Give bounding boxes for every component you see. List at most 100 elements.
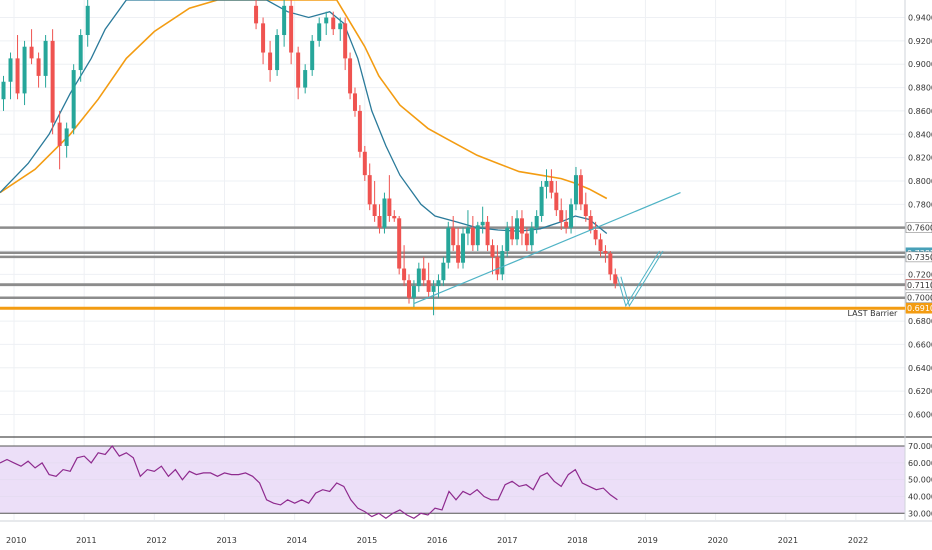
candle-body[interactable] <box>382 198 387 228</box>
candle-body[interactable] <box>441 262 446 281</box>
candle-body[interactable] <box>372 204 377 216</box>
candle-body[interactable] <box>613 274 618 284</box>
candle-body[interactable] <box>85 5 90 36</box>
candle-body[interactable] <box>78 35 83 71</box>
candle-body[interactable] <box>564 221 569 228</box>
candle-body[interactable] <box>495 256 500 275</box>
time-tick-label: 2020 <box>708 536 728 545</box>
price-tick-label: 0.64000 <box>908 364 932 373</box>
price-tick-label: 0.90000 <box>908 60 932 69</box>
candle-body[interactable] <box>569 204 574 228</box>
candle-body[interactable] <box>549 180 554 193</box>
candle-body[interactable] <box>275 35 280 71</box>
price-tick-label: 0.78000 <box>908 200 932 209</box>
candle-body[interactable] <box>296 52 301 88</box>
candle-body[interactable] <box>475 225 480 246</box>
candle-body[interactable] <box>534 216 539 228</box>
candle-body[interactable] <box>357 110 362 152</box>
candle-body[interactable] <box>539 186 544 216</box>
candle-body[interactable] <box>451 227 456 246</box>
candle-body[interactable] <box>416 268 421 287</box>
candle-body[interactable] <box>324 17 329 24</box>
time-tick-label: 2022 <box>848 536 868 545</box>
candle-body[interactable] <box>387 198 392 216</box>
candle-body[interactable] <box>331 17 336 30</box>
candle-body[interactable] <box>268 52 273 71</box>
candle-body[interactable] <box>282 5 287 36</box>
candle-body[interactable] <box>421 268 426 281</box>
candle-body[interactable] <box>485 221 490 246</box>
candle-body[interactable] <box>50 40 55 123</box>
candle-body[interactable] <box>317 23 322 41</box>
candle-body[interactable] <box>407 280 412 298</box>
candle-body[interactable] <box>1 81 6 100</box>
candle-body[interactable] <box>573 175 578 205</box>
candle-body[interactable] <box>15 58 20 94</box>
time-tick-label: 2011 <box>76 536 96 545</box>
candle-body[interactable] <box>446 227 451 263</box>
candle-body[interactable] <box>43 40 48 76</box>
candle-body[interactable] <box>29 46 34 59</box>
candle-body[interactable] <box>583 204 588 216</box>
candle-body[interactable] <box>343 23 348 59</box>
candle-body[interactable] <box>338 23 343 30</box>
candle-body[interactable] <box>367 175 372 205</box>
candle-body[interactable] <box>510 227 515 240</box>
candle-body[interactable] <box>554 192 559 211</box>
candle-body[interactable] <box>348 58 353 94</box>
price-tick-label: 0.60000 <box>908 410 932 419</box>
candle-body[interactable] <box>310 40 315 71</box>
candle-body[interactable] <box>559 210 564 222</box>
candle-body[interactable] <box>603 251 608 254</box>
candle-body[interactable] <box>303 70 308 88</box>
candle-body[interactable] <box>377 216 382 228</box>
candle-body[interactable] <box>261 23 266 53</box>
candle-body[interactable] <box>411 286 416 298</box>
candle-body[interactable] <box>289 5 294 53</box>
candle-body[interactable] <box>490 245 495 257</box>
candle-body[interactable] <box>461 233 466 263</box>
candle-body[interactable] <box>608 253 613 275</box>
candle-body[interactable] <box>71 70 76 129</box>
level-badge-label: 0.76000 <box>907 224 932 233</box>
candle-body[interactable] <box>529 227 534 246</box>
price-tick-label: 0.92000 <box>908 37 932 46</box>
candle-body[interactable] <box>524 233 529 246</box>
level-badge <box>905 302 932 314</box>
candle-body[interactable] <box>515 218 520 240</box>
candle-body[interactable] <box>505 227 510 252</box>
candle-body[interactable] <box>588 216 593 231</box>
rsi-tick-label: 50.0000 <box>908 476 932 485</box>
candle-body[interactable] <box>64 128 69 146</box>
candle-body[interactable] <box>519 218 524 234</box>
candle-body[interactable] <box>57 122 62 146</box>
candle-body[interactable] <box>480 221 485 226</box>
candle-body[interactable] <box>593 230 598 240</box>
candle-body[interactable] <box>465 227 470 234</box>
candle-body[interactable] <box>402 268 407 281</box>
candle-body[interactable] <box>500 251 505 275</box>
candle-body[interactable] <box>431 286 436 292</box>
candle-body[interactable] <box>470 227 475 246</box>
candle-body[interactable] <box>598 239 603 252</box>
candle-body[interactable] <box>397 218 402 269</box>
candle-body[interactable] <box>578 175 583 205</box>
time-tick-label: 2019 <box>637 536 657 545</box>
ma-fast-line <box>0 0 608 235</box>
candle-body[interactable] <box>544 180 549 187</box>
candle-body[interactable] <box>36 58 41 76</box>
candle-body[interactable] <box>456 245 461 263</box>
candle-body[interactable] <box>22 46 27 94</box>
candle-body[interactable] <box>8 58 13 82</box>
candle-body[interactable] <box>362 151 367 176</box>
price-tick-label: 0.94000 <box>908 14 932 23</box>
candle-body[interactable] <box>392 216 397 219</box>
candle-body[interactable] <box>426 280 431 292</box>
price-tick-label: 0.72000 <box>908 270 932 279</box>
candle-body[interactable] <box>254 5 259 24</box>
candle-body[interactable] <box>436 280 441 287</box>
candle-body[interactable] <box>352 93 357 111</box>
level-badge <box>905 251 932 263</box>
